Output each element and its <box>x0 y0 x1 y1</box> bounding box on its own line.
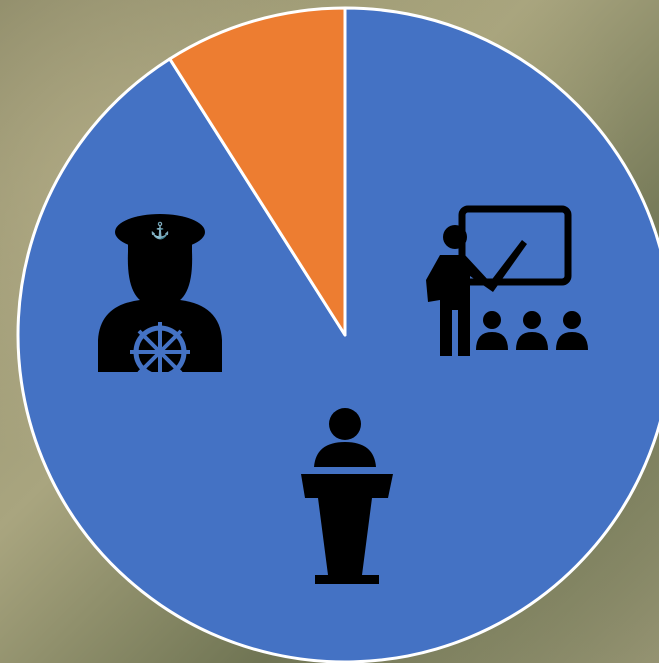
chart: ⚓ <box>0 0 659 663</box>
anchor-symbol: ⚓ <box>150 221 170 240</box>
page: ⚓ <box>0 0 659 663</box>
